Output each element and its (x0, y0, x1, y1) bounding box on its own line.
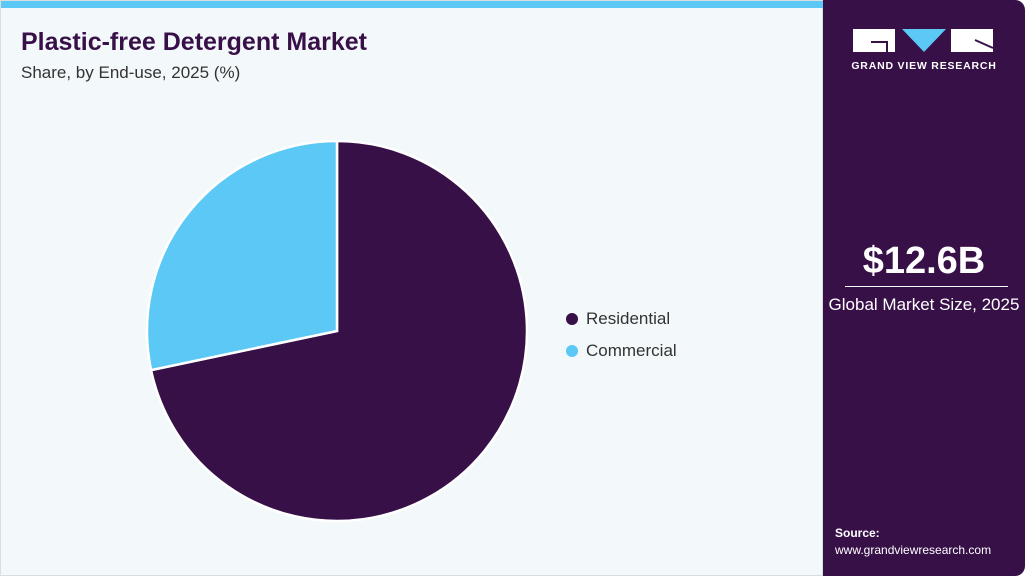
legend-item-commercial: Commercial (566, 335, 677, 367)
pie-chart (145, 139, 529, 523)
chart-area: Plastic-free Detergent Market Share, by … (0, 0, 824, 576)
brand-name: GRAND VIEW RESEARCH (851, 60, 997, 72)
pie-slice-commercial (145, 139, 339, 372)
sidebar: GRAND VIEW RESEARCH $12.6B Global Market… (823, 0, 1025, 576)
legend-label: Residential (586, 309, 671, 328)
pie-slice-residential (149, 139, 529, 523)
chart-title: Plastic-free Detergent Market (21, 28, 367, 56)
chart-subtitle: Share, by End-use, 2025 (%) (21, 63, 241, 82)
top-accent-bar (1, 1, 824, 8)
market-size-label: Global Market Size, 2025 (828, 295, 1020, 314)
source-label: Source: (835, 526, 880, 540)
divider (845, 286, 1008, 287)
gvr-logo (853, 29, 994, 52)
legend: Residential Commercial (566, 303, 677, 367)
source-link[interactable]: www.grandviewresearch.com (835, 543, 992, 557)
market-size-value: $12.6B (862, 240, 986, 282)
legend-swatch (566, 345, 578, 357)
legend-swatch (566, 313, 578, 325)
legend-label: Commercial (586, 341, 677, 360)
legend-item-residential: Residential (566, 303, 677, 335)
